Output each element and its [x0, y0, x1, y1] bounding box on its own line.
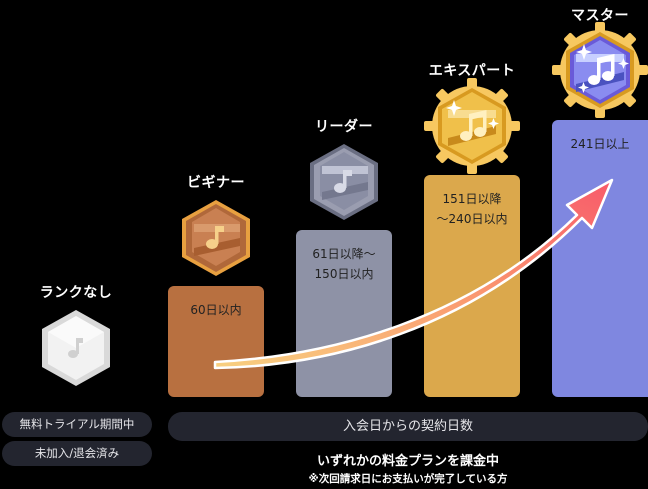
footer-line1: いずれかの料金プランを課金中 [316, 454, 499, 469]
period-leader-line1: 61日以降〜 [312, 247, 376, 261]
bar-beginner: 60日以内 [168, 286, 264, 397]
rank-title-master: マスター [571, 8, 629, 24]
music-note-hexagon-icon-master [552, 22, 648, 118]
rank-title-none: ランクなし [39, 285, 113, 301]
period-master: 241日以上 [570, 137, 630, 151]
bar-leader: 61日以降〜 150日以内 [296, 230, 392, 397]
period-beginner: 60日以内 [190, 303, 242, 317]
rank-title-expert: エキスパート [428, 63, 516, 79]
bar-master: 241日以上 [552, 120, 648, 397]
rank-title-leader: リーダー [315, 119, 373, 135]
period-expert-line1: 151日以降 [442, 192, 502, 206]
bar-expert: 151日以降 〜240日以内 [424, 175, 520, 397]
music-note-hexagon-icon-leader [310, 144, 378, 220]
status-pill-free-trial: 無料トライアル期間中 [2, 412, 152, 437]
music-note-hexagon-icon-none [42, 310, 110, 386]
axis-label-contract-days: 入会日からの契約日数 [168, 412, 648, 441]
music-note-hexagon-icon-expert [424, 78, 520, 174]
period-expert-line2: 〜240日以内 [436, 212, 508, 226]
status-pill-not-joined: 未加入/退会済み [2, 441, 152, 466]
period-leader-line2: 150日以内 [314, 267, 374, 281]
music-note-hexagon-icon-beginner [182, 200, 250, 276]
footer-line2: ※次回請求日にお支払いが完了している方 [308, 473, 508, 485]
rank-title-beginner: ビギナー [187, 175, 245, 191]
